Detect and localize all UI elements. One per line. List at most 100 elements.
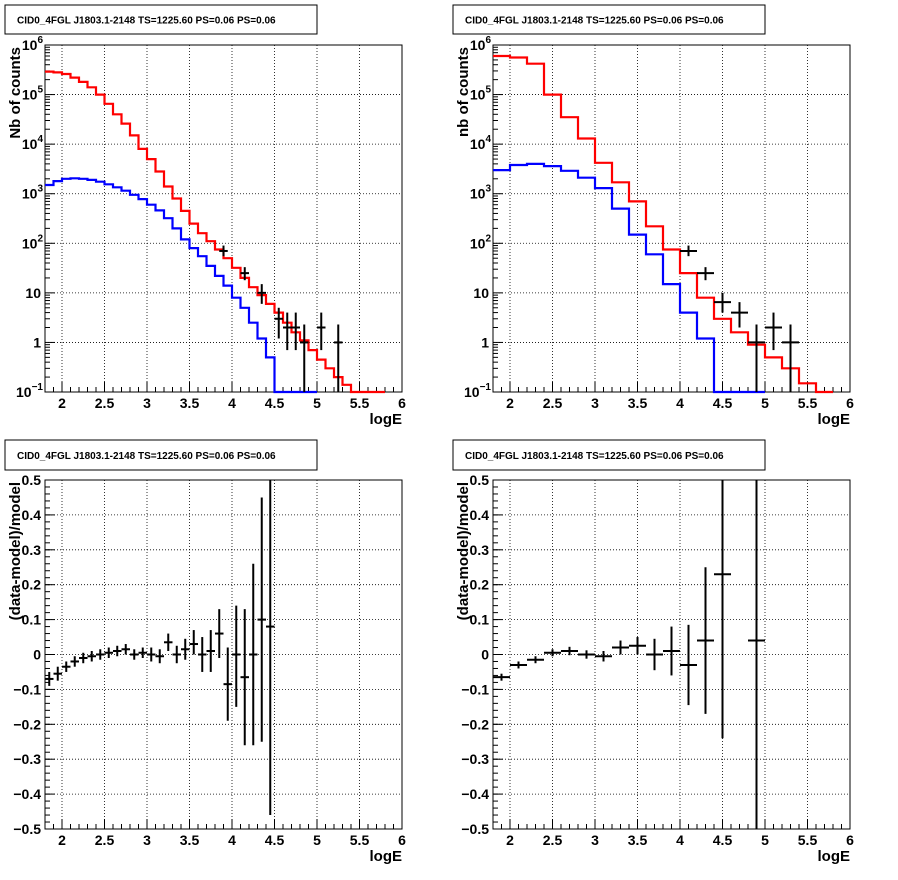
x-tick-label: 6 — [846, 832, 854, 848]
data-point — [147, 647, 156, 662]
chart-title: CID0_4FGL J1803.1-2148 TS=1225.60 PS=0.0… — [17, 451, 276, 462]
model-component-step-line — [45, 177, 317, 394]
x-tick-label: 3.5 — [180, 832, 200, 848]
y-tick-label: 0.2 — [22, 577, 42, 593]
data-point — [215, 609, 224, 658]
data-point — [595, 651, 612, 662]
data-point — [45, 671, 54, 686]
x-tick-label: 5 — [313, 395, 321, 411]
data-point — [113, 645, 122, 657]
y-tick-label: −0.1 — [13, 681, 41, 697]
grid — [493, 44, 851, 393]
chart-panel-2: CID0_4FGL J1803.1-2148 TS=1225.60 PS=0.0… — [452, 4, 854, 428]
x-tick-label: 3 — [143, 832, 151, 848]
data-point — [155, 649, 164, 664]
chart-panel-1: CID0_4FGL J1803.1-2148 TS=1225.60 PS=0.0… — [4, 4, 406, 428]
data-point — [232, 605, 241, 707]
y-tick-label: 0.3 — [22, 542, 42, 558]
data-point — [544, 649, 561, 657]
chart-title-box — [452, 439, 766, 471]
x-tick-label: 4 — [228, 832, 236, 848]
data-point — [291, 312, 300, 351]
data-point — [561, 646, 578, 656]
x-tick-label: 2.5 — [543, 395, 563, 411]
y-tick-label: 104 — [470, 134, 492, 152]
data-point — [121, 644, 130, 655]
x-tick-label: 3.5 — [628, 395, 648, 411]
x-axis-label: logE — [370, 848, 403, 865]
y-tick-label: 102 — [470, 233, 492, 251]
data-point — [748, 324, 765, 392]
data-point — [334, 324, 343, 392]
data-point — [274, 307, 283, 339]
data-point — [79, 652, 88, 664]
errorbar-series — [680, 245, 799, 392]
data-point — [189, 630, 198, 655]
data-point — [714, 480, 731, 739]
y-tick-label: 1 — [33, 334, 41, 350]
y-axis-label: (data-model)/model — [455, 482, 472, 620]
data-point — [138, 647, 147, 658]
y-tick-label: 10−1 — [464, 382, 491, 400]
data-point — [223, 647, 232, 721]
x-tick-label: 5.5 — [798, 832, 818, 848]
data-point — [493, 673, 510, 681]
x-axis-label: logE — [818, 848, 851, 865]
y-axis: −0.5 −0.4 −0.3 −0.2 −0.1 0 0.1 0.2 0.3 0.4 0.5(dat… — [455, 472, 503, 837]
data-point — [219, 245, 228, 257]
y-tick-label: 103 — [22, 184, 44, 202]
x-tick-label: 5 — [761, 395, 769, 411]
data-point — [510, 661, 527, 669]
data-point — [283, 312, 292, 351]
data-point — [680, 245, 697, 257]
data-point — [629, 637, 646, 655]
data-point — [748, 480, 765, 829]
x-tick-label: 3 — [591, 832, 599, 848]
y-tick-label: −0.2 — [461, 716, 489, 732]
chart-title: CID0_4FGL J1803.1-2148 TS=1225.60 PS=0.0… — [465, 16, 724, 27]
y-tick-label: 0.5 — [22, 472, 42, 488]
y-tick-label: 106 — [22, 35, 44, 53]
data-point — [612, 640, 629, 655]
chart-panel-4: CID0_4FGL J1803.1-2148 TS=1225.60 PS=0.0… — [452, 439, 854, 865]
y-axis: −0.5 −0.4 −0.3 −0.2 −0.1 0 0.1 0.2 0.3 0.4 0.5(dat… — [7, 472, 55, 837]
y-tick-label: 0.1 — [470, 612, 490, 628]
data-point — [130, 649, 139, 660]
x-tick-label: 5.5 — [350, 832, 370, 848]
y-tick-label: 1 — [481, 334, 489, 350]
data-point — [164, 633, 173, 652]
data-point — [697, 567, 714, 714]
data-point — [53, 666, 62, 681]
x-tick-label: 4 — [676, 832, 684, 848]
y-tick-label: −0.3 — [13, 751, 41, 767]
data-point — [70, 656, 79, 667]
data-point — [663, 626, 680, 676]
y-tick-label: 0.4 — [470, 507, 490, 523]
data-point — [240, 609, 249, 746]
data-point — [96, 649, 105, 660]
chart-title: CID0_4FGL J1803.1-2148 TS=1225.60 PS=0.0… — [17, 16, 276, 27]
x-tick-label: 5 — [313, 832, 321, 848]
y-tick-label: 0.1 — [22, 612, 42, 628]
errorbar-series — [45, 480, 275, 816]
y-tick-label: 0 — [33, 647, 41, 663]
y-tick-label: 104 — [22, 134, 44, 152]
x-tick-label: 2 — [506, 395, 514, 411]
x-tick-label: 5.5 — [350, 395, 370, 411]
x-tick-label: 4.5 — [713, 395, 733, 411]
x-tick-label: 2.5 — [95, 395, 115, 411]
x-tick-label: 4 — [676, 395, 684, 411]
x-tick-label: 6 — [398, 395, 406, 411]
model-total-step-line — [45, 70, 385, 394]
data-point — [731, 302, 748, 328]
y-tick-label: 10 — [25, 285, 41, 301]
y-tick-label: −0.1 — [461, 681, 489, 697]
data-point — [680, 624, 697, 706]
chart-title-box — [4, 4, 318, 35]
data-point — [206, 630, 215, 672]
data-point — [257, 284, 266, 304]
